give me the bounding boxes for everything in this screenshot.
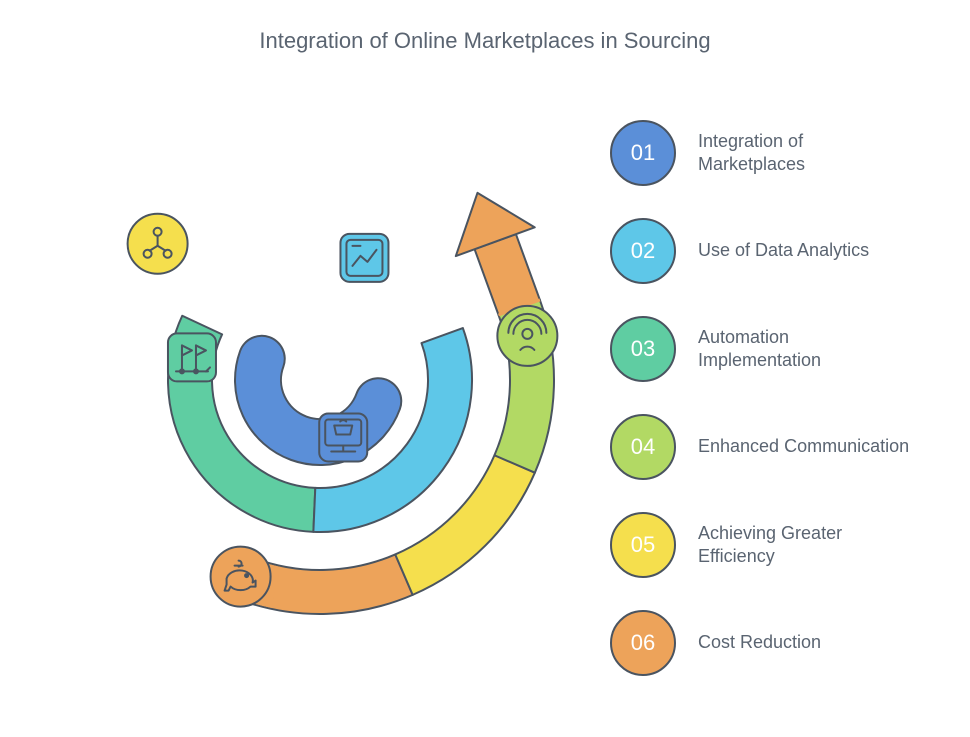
legend-label-2: Use of Data Analytics: [698, 239, 869, 262]
legend-item-4: 04 Enhanced Communication: [610, 414, 910, 480]
legend-number-3: 03: [610, 316, 676, 382]
legend-label-5: Achieving Greater Efficiency: [698, 522, 910, 569]
legend-number-6: 06: [610, 610, 676, 676]
legend: 01 Integration of Marketplaces 02 Use of Da…: [610, 120, 910, 708]
legend-item-6: 06 Cost Reduction: [610, 610, 910, 676]
legend-label-3: Automation Implementation: [698, 326, 910, 373]
page-title: Integration of Online Marketplaces in So…: [0, 28, 970, 54]
flags-icon: [168, 333, 216, 381]
cart-icon: [319, 413, 367, 461]
legend-label-6: Cost Reduction: [698, 631, 821, 654]
network-icon: [128, 214, 188, 274]
legend-item-2: 02 Use of Data Analytics: [610, 218, 910, 284]
legend-number-5: 05: [610, 512, 676, 578]
chart-icon: [340, 234, 388, 282]
broadcast-icon: [497, 306, 557, 366]
legend-label-4: Enhanced Communication: [698, 435, 909, 458]
spiral-diagram: [40, 100, 600, 660]
legend-number-2: 02: [610, 218, 676, 284]
legend-number-1: 01: [610, 120, 676, 186]
legend-label-1: Integration of Marketplaces: [698, 130, 910, 177]
legend-item-5: 05 Achieving Greater Efficiency: [610, 512, 910, 578]
legend-item-3: 03 Automation Implementation: [610, 316, 910, 382]
legend-item-1: 01 Integration of Marketplaces: [610, 120, 910, 186]
piggy-icon: [211, 547, 271, 607]
legend-number-4: 04: [610, 414, 676, 480]
